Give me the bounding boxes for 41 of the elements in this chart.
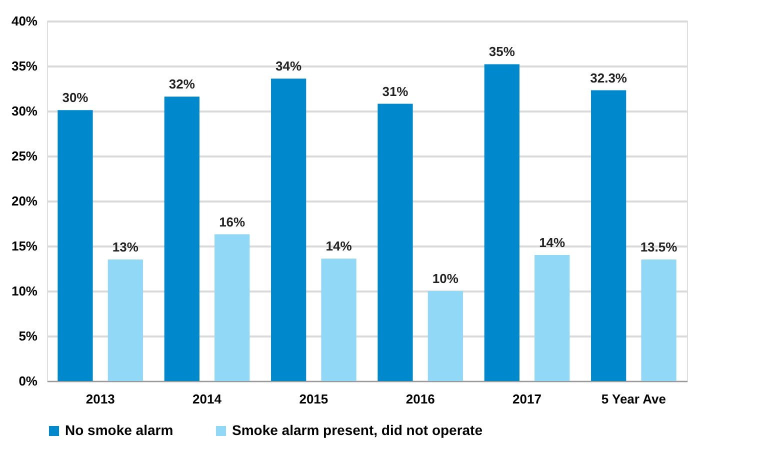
bar	[321, 258, 356, 381]
y-tick-label: 35%	[11, 58, 38, 74]
bar	[164, 96, 200, 381]
data-label: 16%	[219, 214, 246, 230]
bar	[58, 110, 93, 381]
x-tick-label: 2013	[86, 392, 115, 406]
bar	[534, 255, 570, 381]
bar	[484, 64, 520, 381]
x-tick-label: 2016	[406, 392, 435, 406]
legend-label: No smoke alarm	[65, 422, 174, 438]
data-label: 32%	[168, 76, 196, 92]
data-label: 13%	[112, 240, 139, 254]
bar	[108, 260, 143, 381]
y-tick-label: 20%	[11, 194, 38, 208]
y-tick-label: 10%	[11, 284, 38, 298]
data-label: 31%	[382, 84, 409, 99]
y-tick-label: 0%	[18, 374, 38, 388]
bar	[214, 234, 250, 381]
bar	[591, 90, 626, 381]
data-label: 34%	[276, 58, 302, 74]
legend-label: Smoke alarm present, did not operate	[232, 422, 483, 438]
data-label: 14%	[326, 238, 352, 254]
x-tick-label: 2014	[192, 392, 222, 406]
y-tick-label: 40%	[11, 14, 38, 28]
data-label: 32.3%	[590, 70, 628, 86]
y-tick-label: 30%	[11, 104, 38, 118]
data-label: 35%	[488, 44, 516, 60]
data-label: 10%	[432, 271, 459, 286]
bar	[428, 291, 463, 381]
data-label: 14%	[539, 235, 566, 250]
x-tick-label: 2017	[512, 392, 542, 406]
y-tick-label: 5%	[18, 328, 38, 344]
y-tick-label: 25%	[11, 148, 38, 164]
bar	[378, 104, 413, 381]
data-label: 30%	[62, 90, 89, 106]
y-tick-label: 15%	[11, 238, 38, 254]
bar	[271, 78, 306, 381]
bar	[641, 260, 676, 381]
x-tick-label: 2015	[299, 392, 328, 406]
data-label: 13.5%	[640, 240, 678, 254]
x-tick-label: 5 Year Ave	[601, 392, 666, 406]
